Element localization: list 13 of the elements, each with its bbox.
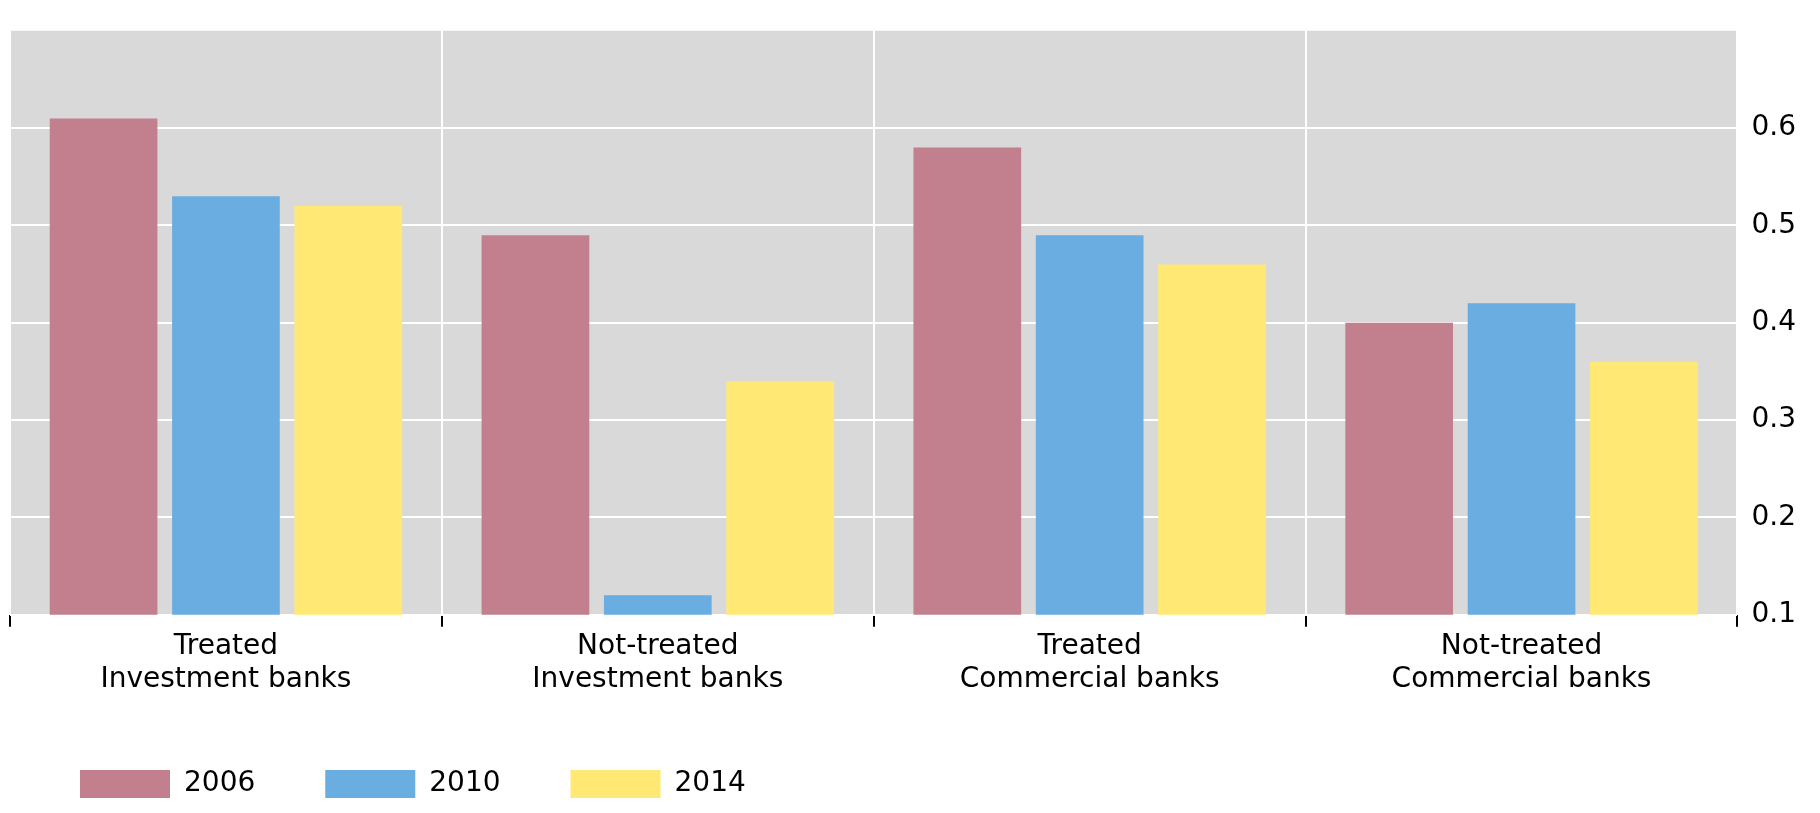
legend-label: 2014 bbox=[674, 765, 746, 799]
y-tick-label: 0.1 bbox=[1751, 596, 1796, 630]
legend-label: 2006 bbox=[184, 765, 256, 799]
x-tick-label: Treated Commercial banks bbox=[959, 627, 1220, 695]
y-tick-label: 0.3 bbox=[1751, 401, 1796, 435]
x-tick-label: Not-treated Investment banks bbox=[532, 627, 784, 695]
y-tick-label: 0.2 bbox=[1751, 498, 1796, 532]
legend-label: 2010 bbox=[429, 765, 501, 799]
y-tick-label: 0.5 bbox=[1751, 206, 1796, 240]
y-tick-label: 0.4 bbox=[1751, 304, 1796, 338]
x-tick-label: Treated Investment banks bbox=[100, 627, 352, 695]
y-tick-label: 0.6 bbox=[1751, 109, 1796, 143]
x-tick-label: Not-treated Commercial banks bbox=[1391, 627, 1652, 695]
